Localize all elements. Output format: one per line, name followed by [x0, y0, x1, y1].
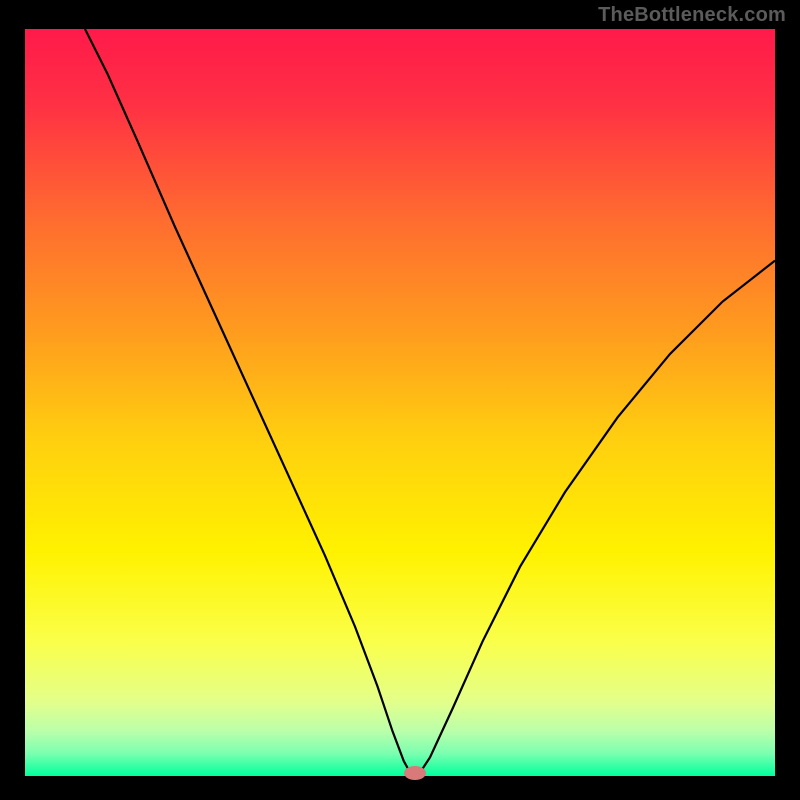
plot-area	[25, 29, 775, 776]
watermark-text: TheBottleneck.com	[598, 4, 786, 27]
bottleneck-curve	[85, 29, 775, 775]
minimum-marker	[404, 766, 426, 780]
curve-layer	[25, 29, 775, 776]
figure-canvas: TheBottleneck.com	[0, 0, 800, 800]
